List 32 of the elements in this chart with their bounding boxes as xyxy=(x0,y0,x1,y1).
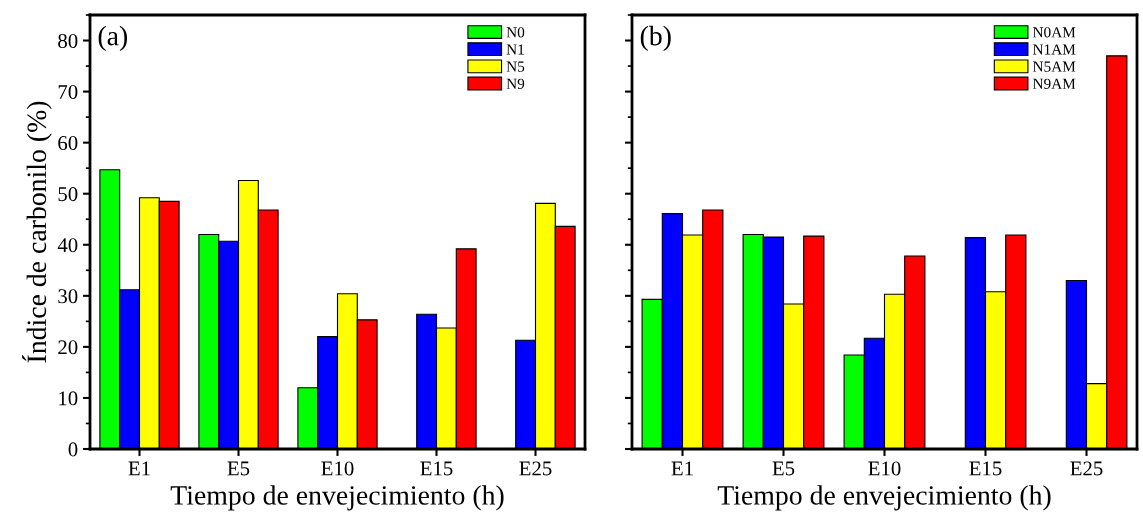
legend-label: N9 xyxy=(506,78,525,89)
x-tick-label: E10 xyxy=(321,461,354,476)
y-tick-label: 80 xyxy=(58,33,78,48)
y-tick-label: 70 xyxy=(58,84,78,100)
x-axis-title: Tiempo de envejecimiento (h) xyxy=(170,485,504,511)
legend-label: N1 xyxy=(506,44,524,55)
annotation: (a) xyxy=(98,25,128,52)
x-tick-label: E15 xyxy=(420,461,453,476)
annotation: (b) xyxy=(640,25,671,52)
legend-label: N5AM xyxy=(1032,61,1076,72)
y-tick-label: 40 xyxy=(57,238,78,253)
x-tick-label: E25 xyxy=(519,461,552,476)
x-tick-label: E5 xyxy=(227,461,250,476)
y-tick-label: 60 xyxy=(58,136,78,151)
x-tick-label: E25 xyxy=(1070,461,1103,476)
y-axis-title: Índice de carbonilo (%) xyxy=(22,101,52,363)
legend-label: N5 xyxy=(506,61,525,72)
x-axis-title: Tiempo de envejecimiento (h) xyxy=(717,485,1051,511)
y-tick-label: 50 xyxy=(58,187,78,202)
x-tick-label: E15 xyxy=(969,461,1002,476)
x-tick-label: E1 xyxy=(671,461,693,476)
legend-label: N0 xyxy=(506,27,525,38)
x-tick-label: E10 xyxy=(868,461,901,476)
legend-label: N1AM xyxy=(1032,44,1076,55)
y-tick-label: 0 xyxy=(68,442,78,457)
legend-label: N0AM xyxy=(1032,27,1076,38)
y-tick-label: 10 xyxy=(59,391,78,406)
y-tick-label: 30 xyxy=(58,289,78,304)
legend-label: N9AM xyxy=(1032,78,1076,89)
x-tick-label: E5 xyxy=(772,461,795,476)
y-tick-label: 20 xyxy=(58,340,78,355)
x-tick-label: E1 xyxy=(128,461,150,476)
